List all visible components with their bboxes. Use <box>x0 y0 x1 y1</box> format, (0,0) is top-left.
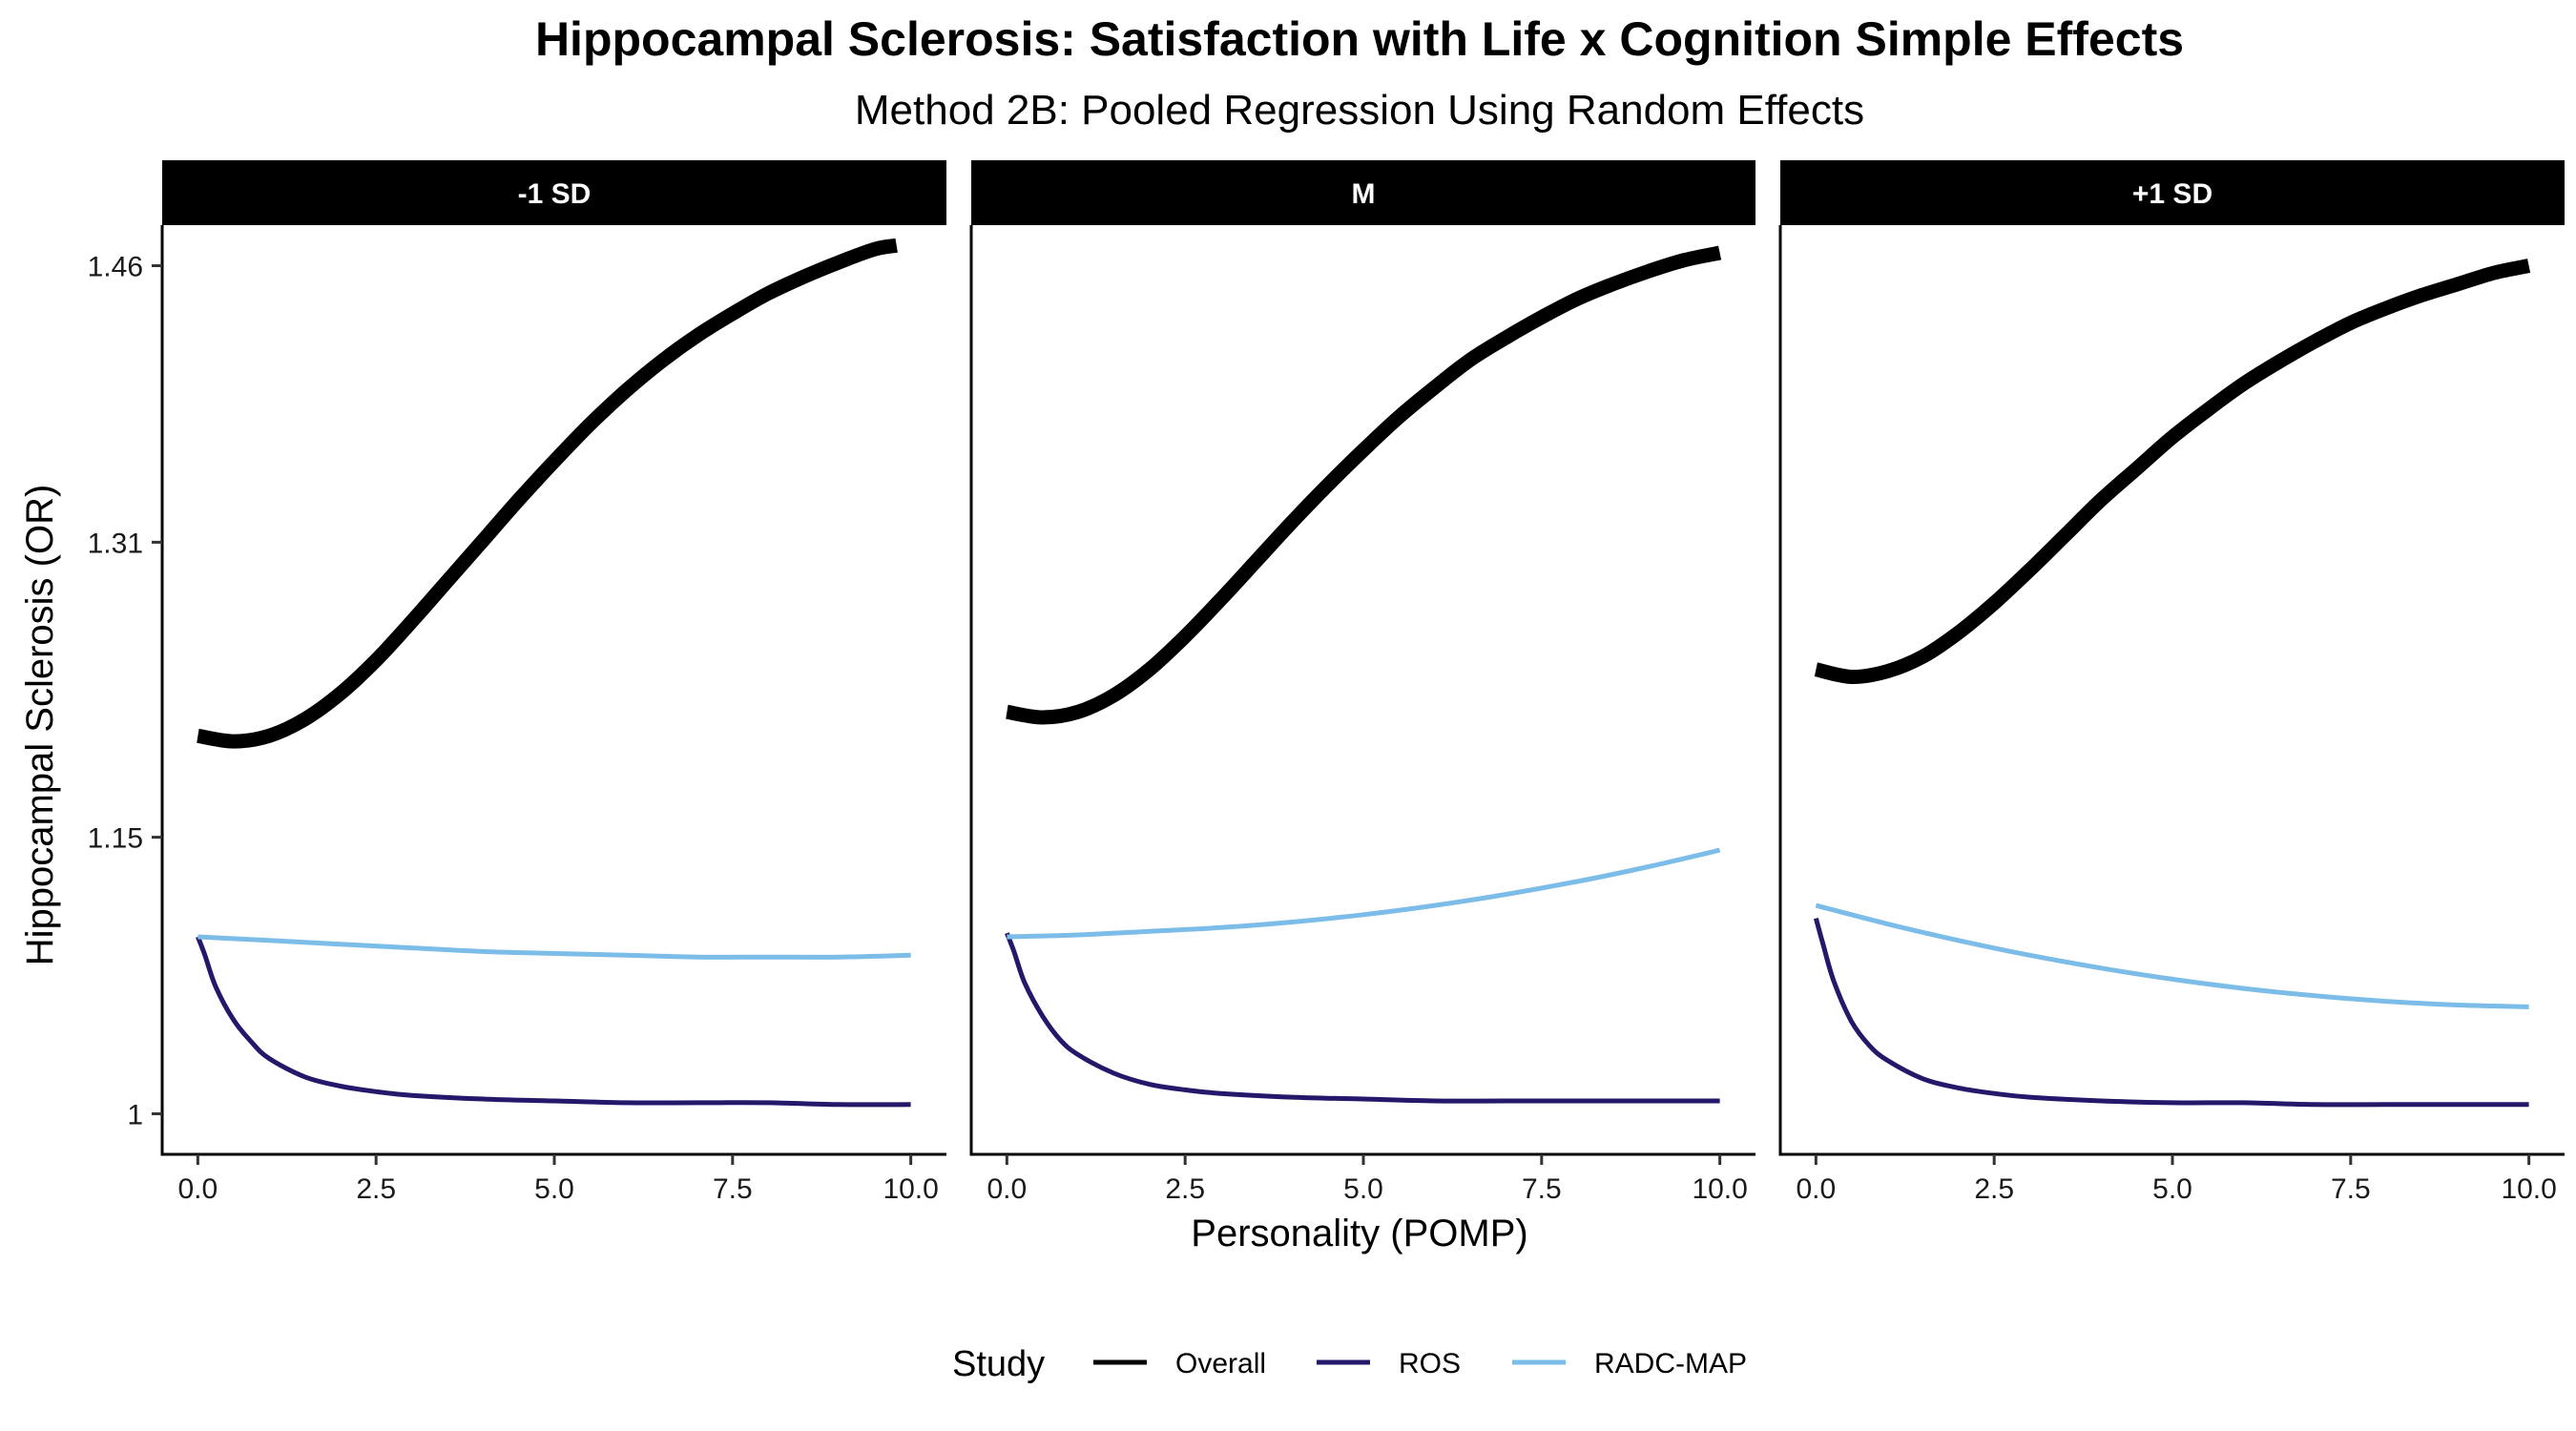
x-tick-label: 5.0 <box>534 1173 574 1205</box>
series-line-ros <box>1813 917 2529 1108</box>
legend-label: Overall <box>1175 1348 1266 1379</box>
facet-strip-label: M <box>1352 178 1376 210</box>
y-tick-label: 1 <box>127 1099 143 1130</box>
x-tick-label: 0.0 <box>178 1173 218 1205</box>
x-tick-label: 2.5 <box>356 1173 396 1205</box>
facet-panels: -1 SD 0.0 2.5 5.0 7.5 10.0 1 1.15 1.31 1.46 M 0.0 2.… <box>88 160 2565 1205</box>
series-line-radc-map <box>1007 847 1721 940</box>
x-tick-label: 10.0 <box>2501 1173 2556 1205</box>
facet-strip <box>162 160 946 225</box>
legend-title: Study <box>952 1344 1045 1384</box>
series-line-radc-map <box>197 934 911 960</box>
y-tick-label: 1.15 <box>88 823 143 855</box>
facet-strip <box>971 160 1755 225</box>
x-tick-label: 10.0 <box>883 1173 938 1205</box>
y-tick-label: 1.46 <box>88 252 143 283</box>
legend-label: RADC-MAP <box>1594 1348 1747 1379</box>
x-tick-label: 5.0 <box>1343 1173 1383 1205</box>
x-axis-title: Personality (POMP) <box>1191 1213 1527 1255</box>
facet-strip-label: -1 SD <box>518 178 592 210</box>
x-tick-label: 7.5 <box>713 1173 753 1205</box>
x-tick-label: 0.0 <box>987 1173 1028 1205</box>
facet-panel: M 0.0 2.5 5.0 7.5 10.0 <box>969 160 1755 1205</box>
x-tick-label: 7.5 <box>2331 1173 2371 1205</box>
facet-strip-label: +1 SD <box>2132 178 2212 210</box>
series-line-overall <box>1814 259 2531 685</box>
x-tick-label: 2.5 <box>1974 1173 2014 1205</box>
series-line-radc-map <box>1815 902 2529 1009</box>
x-tick-label: 5.0 <box>2152 1173 2192 1205</box>
facet-strip <box>1780 160 2565 225</box>
legend: Study Overall ROS RADC-MAP <box>952 1344 1747 1384</box>
facet-panel: +1 SD 0.0 2.5 5.0 7.5 10.0 <box>1778 160 2565 1205</box>
y-tick-label: 1.31 <box>88 528 143 559</box>
chart-subtitle: Method 2B: Pooled Regression Using Rando… <box>855 87 1864 134</box>
facet-panel: -1 SD 0.0 2.5 5.0 7.5 10.0 1 1.15 1.31 1.46 <box>88 160 946 1205</box>
chart-title: Hippocampal Sclerosis: Satisfaction with… <box>535 12 2184 66</box>
x-tick-label: 7.5 <box>1522 1173 1562 1205</box>
x-tick-label: 2.5 <box>1165 1173 1205 1205</box>
y-axis-title: Hippocampal Sclerosis (OR) <box>19 485 61 966</box>
legend-label: ROS <box>1399 1348 1461 1379</box>
series-line-ros <box>196 936 911 1108</box>
series-line-overall <box>197 238 898 749</box>
series-line-ros <box>1005 932 1720 1104</box>
series-line-overall <box>1006 245 1722 725</box>
x-tick-label: 10.0 <box>1692 1173 1747 1205</box>
x-tick-label: 0.0 <box>1797 1173 1837 1205</box>
